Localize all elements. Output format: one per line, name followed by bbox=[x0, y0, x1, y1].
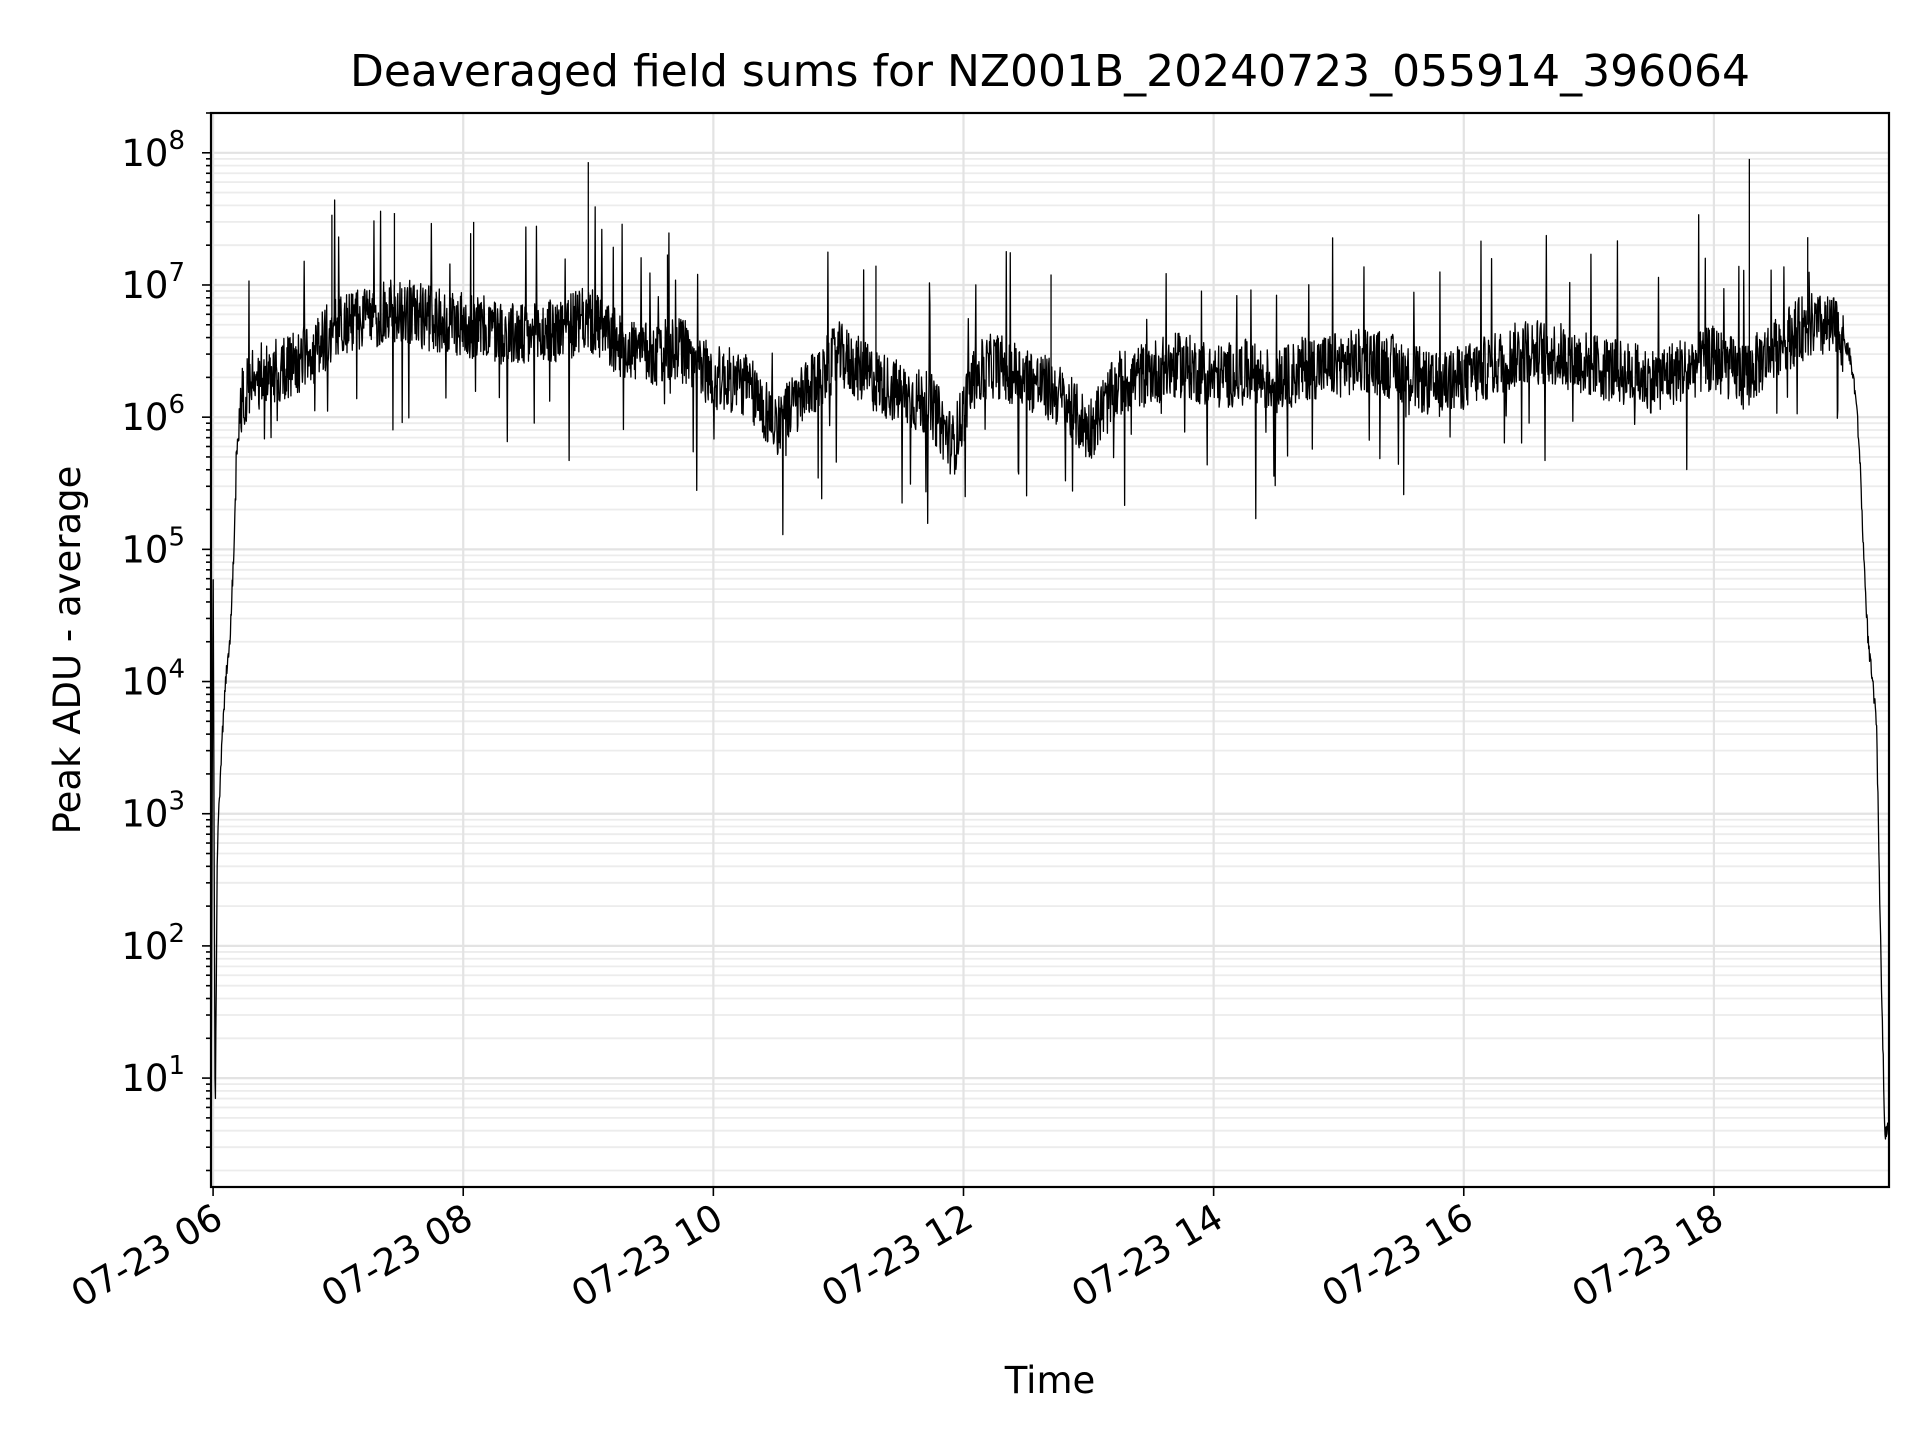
grid bbox=[211, 112, 1889, 1187]
chart-title: Deaveraged field sums for NZ001B_2024072… bbox=[350, 46, 1750, 97]
x-tick-label: 07-23 14 bbox=[1065, 1196, 1231, 1316]
series-line bbox=[210, 199, 1890, 1148]
y-tick-label: 102 bbox=[121, 919, 185, 968]
plot-frame bbox=[209, 111, 1891, 1189]
y-tick-label: 103 bbox=[121, 787, 185, 836]
x-tick-label: 07-23 12 bbox=[814, 1196, 980, 1316]
x-tick-label: 07-23 10 bbox=[564, 1196, 730, 1316]
y-axis-label: Peak ADU - average bbox=[46, 466, 89, 835]
x-tick-label: 07-23 08 bbox=[314, 1196, 480, 1316]
x-tick-label: 07-23 18 bbox=[1565, 1196, 1731, 1316]
y-tick-label: 104 bbox=[121, 655, 185, 704]
y-tick-label: 108 bbox=[121, 126, 185, 175]
y-tick-label: 107 bbox=[121, 258, 185, 307]
y-tick-label: 106 bbox=[121, 390, 185, 439]
x-axis-label: Time bbox=[1004, 1359, 1096, 1402]
x-tick-label: 07-23 16 bbox=[1315, 1196, 1481, 1316]
series-layer bbox=[210, 158, 1890, 1148]
y-tick-label: 101 bbox=[121, 1051, 185, 1100]
y-tick-label: 105 bbox=[121, 522, 185, 571]
x-tick-label: 07-23 06 bbox=[64, 1196, 230, 1316]
